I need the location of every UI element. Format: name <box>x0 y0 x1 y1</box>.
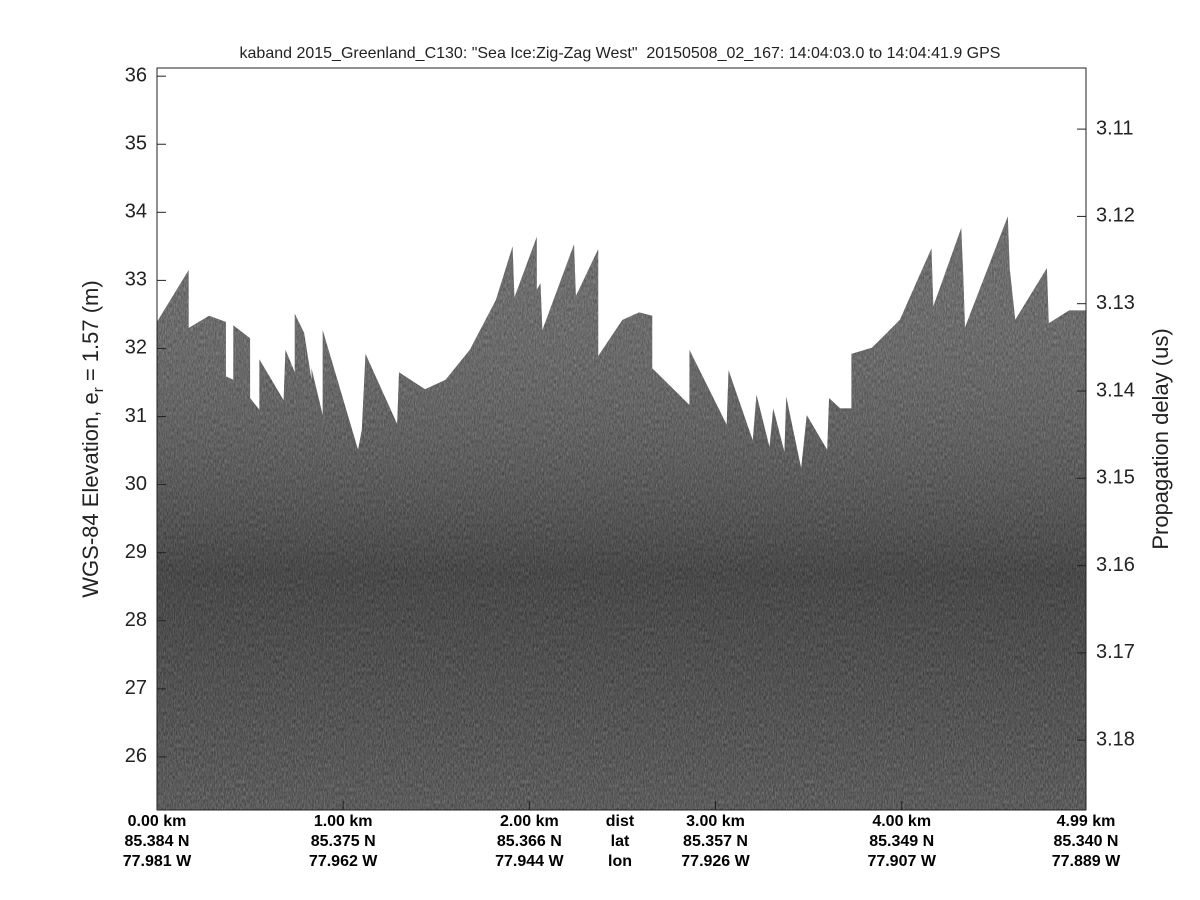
row-label: dist <box>606 813 635 830</box>
y-label-part: = 1.57 (m) <box>78 280 103 387</box>
x-tick-label: 0.00 km <box>128 813 187 830</box>
y-tick-label: 36 <box>125 64 147 86</box>
y-tick-label: 28 <box>125 609 147 631</box>
y-tick-label: 33 <box>125 269 147 291</box>
y2-tick-label: 3.14 <box>1096 379 1135 401</box>
lon-label: 77.981 W <box>123 853 192 870</box>
y-tick-label: 29 <box>125 541 147 563</box>
lon-label: 77.926 W <box>681 853 750 870</box>
echogram-area <box>157 216 1086 810</box>
lat-label: 85.349 N <box>869 833 934 850</box>
y-label-sub: r <box>90 387 107 392</box>
y2-tick-label: 3.15 <box>1096 467 1135 489</box>
y2-tick-label: 3.13 <box>1096 292 1135 314</box>
y-label-part: WGS-84 Elevation, e <box>78 392 103 597</box>
lat-label: 85.357 N <box>683 833 748 850</box>
x-tick-label: 3.00 km <box>686 813 745 830</box>
y-tick-label: 35 <box>125 133 147 155</box>
row-label: lon <box>608 853 632 870</box>
lon-label: 77.907 W <box>867 853 936 870</box>
lon-label: 77.944 W <box>495 853 564 870</box>
y2-tick-label: 3.18 <box>1096 728 1135 750</box>
chart-title: kaband 2015_Greenland_C130: "Sea Ice:Zig… <box>240 45 1001 62</box>
y-tick-label: 26 <box>125 745 147 767</box>
y2-tick-label: 3.12 <box>1096 205 1135 227</box>
y-tick-label: 27 <box>125 677 147 699</box>
y-tick-label: 31 <box>125 405 147 427</box>
lon-label: 77.889 W <box>1052 853 1121 870</box>
lon-label: 77.962 W <box>309 853 378 870</box>
y2-tick-label: 3.17 <box>1096 641 1135 663</box>
y2-tick-label: 3.16 <box>1096 554 1135 576</box>
x-tick-label: 4.00 km <box>872 813 931 830</box>
plot-frame <box>156 67 1087 811</box>
y2-axis-label: Propagation delay (us) <box>1148 328 1173 549</box>
lat-label: 85.384 N <box>125 833 190 850</box>
x-tick-label: 1.00 km <box>314 813 373 830</box>
lat-label: 85.340 N <box>1054 833 1119 850</box>
x-tick-label: 2.00 km <box>500 813 559 830</box>
row-label: lat <box>611 833 630 850</box>
lat-label: 85.375 N <box>311 833 376 850</box>
lat-label: 85.366 N <box>497 833 562 850</box>
y-tick-label: 32 <box>125 337 147 359</box>
y-axis-label: WGS-84 Elevation, er = 1.57 (m) <box>78 280 107 597</box>
x-tick-label: 4.99 km <box>1057 813 1116 830</box>
y-tick-label: 34 <box>125 201 147 223</box>
y-tick-label: 30 <box>125 473 147 495</box>
y2-tick-label: 3.11 <box>1096 117 1133 139</box>
